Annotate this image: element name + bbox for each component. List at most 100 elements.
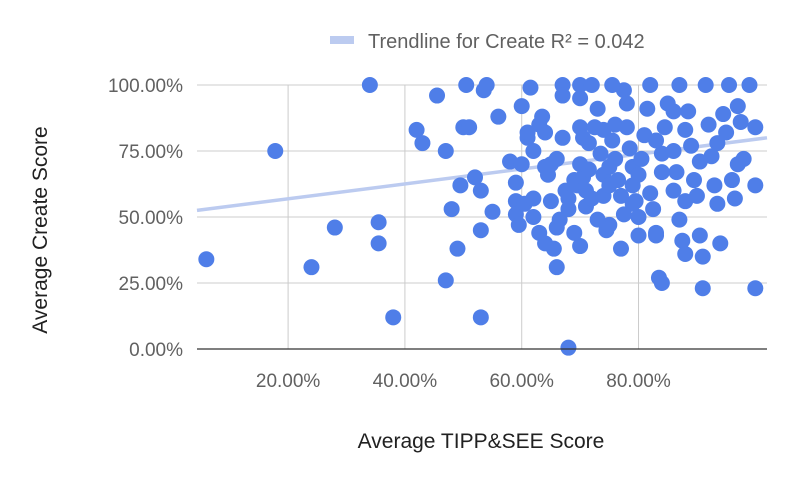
data-point [326, 219, 343, 236]
y-tick-label: 50.00% [119, 208, 184, 229]
data-point [732, 113, 749, 130]
data-point [370, 214, 387, 231]
y-tick-label: 75.00% [119, 142, 184, 163]
data-point [674, 232, 691, 249]
data-point [484, 203, 501, 220]
data-point [414, 135, 431, 152]
data-point [525, 190, 542, 207]
data-point [665, 103, 682, 120]
data-point [566, 224, 583, 241]
data-point [554, 129, 571, 146]
data-point [706, 177, 723, 194]
data-point [624, 195, 641, 212]
x-axis-title: Average TIPP&SEE Score [358, 430, 605, 453]
data-point [572, 77, 589, 93]
y-tick-label: 0.00% [129, 340, 183, 361]
data-point [580, 135, 597, 152]
data-point [747, 177, 764, 194]
data-point [630, 227, 647, 244]
data-point [615, 206, 632, 223]
data-point [709, 135, 726, 152]
data-point [630, 166, 647, 183]
data-point [303, 259, 320, 276]
data-point [583, 77, 600, 93]
data-point [525, 209, 542, 225]
x-tick-label: 80.00% [606, 371, 671, 392]
data-point [408, 121, 425, 138]
y-tick-label: 25.00% [119, 274, 184, 295]
data-point [472, 182, 489, 199]
data-point [721, 77, 738, 93]
x-tick-label: 60.00% [489, 371, 554, 392]
data-point [685, 172, 702, 189]
data-point [665, 143, 682, 159]
legend-label-trendline: Trendline for Create R² = 0.042 [368, 31, 645, 53]
x-tick-label: 20.00% [256, 371, 321, 392]
legend: Trendline for Create R² = 0.042 [330, 31, 645, 53]
data-point [642, 185, 659, 202]
data-point [612, 240, 629, 257]
data-point [519, 124, 536, 141]
data-point [534, 108, 551, 125]
data-point [490, 108, 507, 125]
data-point [361, 77, 378, 93]
data-point [618, 119, 635, 136]
data-point [653, 164, 670, 181]
data-point [683, 137, 700, 154]
data-point [723, 172, 740, 189]
data-point [639, 100, 656, 117]
data-point [700, 116, 717, 133]
data-point [522, 79, 539, 96]
data-point [589, 100, 606, 117]
data-point [677, 121, 694, 138]
data-point [694, 248, 711, 265]
data-point [525, 143, 542, 159]
data-point [671, 211, 688, 228]
data-point [709, 195, 726, 212]
data-point [572, 238, 589, 255]
data-point [537, 124, 554, 141]
data-point [648, 227, 665, 244]
data-point [548, 259, 565, 276]
data-point [385, 309, 402, 326]
data-point [452, 177, 469, 194]
data-point [472, 309, 489, 326]
data-point [712, 235, 729, 252]
data-point [560, 339, 577, 356]
data-point [589, 211, 606, 228]
data-point [472, 222, 489, 239]
data-point [542, 193, 559, 210]
data-point [370, 235, 387, 252]
data-point [677, 193, 694, 210]
data-point [513, 98, 530, 115]
data-point [458, 77, 475, 93]
data-point [694, 280, 711, 297]
data-point [729, 156, 746, 173]
data-point [507, 174, 524, 191]
legend-trendline-swatch [330, 36, 354, 44]
data-point [554, 87, 571, 104]
y-tick-label: 100.00% [108, 76, 183, 97]
data-point [466, 169, 483, 186]
data-point [642, 77, 659, 93]
data-point [580, 161, 597, 178]
data-point [741, 77, 758, 93]
data-point [510, 216, 527, 233]
data-point [443, 201, 460, 218]
data-point [648, 132, 665, 149]
x-tick-label: 40.00% [373, 371, 438, 392]
data-point [592, 145, 609, 162]
data-point [630, 209, 647, 225]
data-point [615, 82, 632, 99]
data-point [548, 219, 565, 236]
data-point [560, 201, 577, 218]
data-point [677, 245, 694, 262]
data-point [718, 124, 735, 141]
data-point [429, 87, 446, 104]
tick-labels: 0.00% 25.00% 50.00% 75.00% 100.00% 20.00% 40.0… [108, 76, 671, 392]
data-point [691, 227, 708, 244]
data-point [478, 77, 495, 93]
data-point [267, 143, 284, 159]
data-point [697, 77, 714, 93]
